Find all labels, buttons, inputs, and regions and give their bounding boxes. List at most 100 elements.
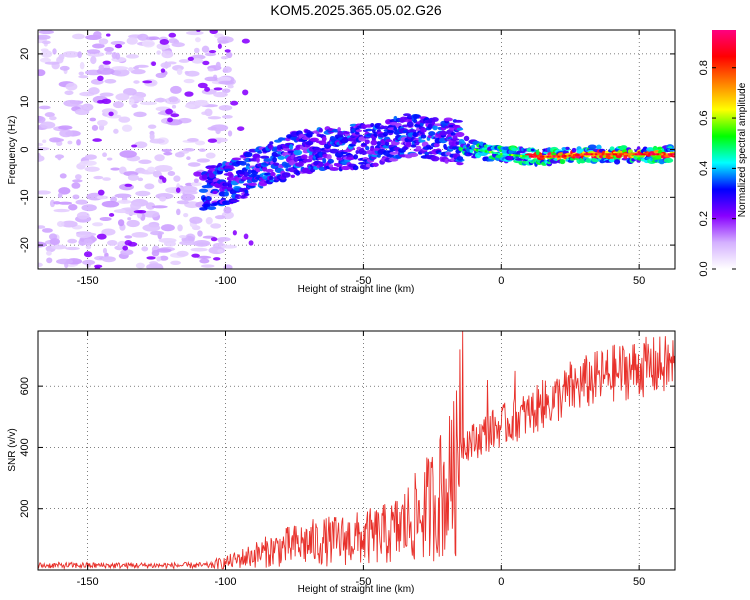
- spectrogram-noise-cell: [56, 258, 74, 265]
- spectrogram-noise-cell: [131, 144, 138, 148]
- spectrogram-ridge-core: [608, 153, 612, 156]
- spectrogram-ridge-core: [612, 153, 616, 156]
- spectrogram-ridge-cell: [301, 154, 308, 160]
- spectrogram-noise-cell: [75, 174, 82, 180]
- spectrogram-noise-cell: [125, 54, 139, 59]
- spectrogram-ridge-cell: [321, 136, 327, 142]
- spectrogram-noise-cell: [117, 199, 132, 204]
- spectrogram-noise-cell: [225, 51, 233, 59]
- spectrogram-noise-cell: [52, 138, 65, 142]
- snr-y-axis-label: SNR (v/v): [7, 428, 18, 471]
- spectrogram-noise-cell: [193, 178, 199, 183]
- spectrogram-ridge-cell: [255, 167, 261, 173]
- spectrogram-noise-cell: [182, 148, 195, 152]
- spectrogram-ridge-core: [500, 153, 504, 156]
- spectrogram-ridge-cell: [376, 123, 382, 126]
- spectrogram-ridge-core: [665, 153, 669, 156]
- spectrogram-noise-cell: [145, 202, 156, 210]
- spectrogram-noise-cell: [49, 116, 57, 121]
- spectrogram-ridge-cell: [427, 146, 434, 150]
- spectrogram-ridge-cell: [365, 146, 370, 151]
- spectrogram-ridge-core: [623, 153, 627, 156]
- spectrogram-noise-cell: [108, 213, 115, 217]
- spectrogram-noise-cell: [168, 96, 179, 103]
- spectrogram-noise-cell: [110, 167, 121, 171]
- spectrogram-ridge-cell: [329, 166, 339, 171]
- spectrogram-noise-cell: [242, 89, 249, 96]
- spectrogram-noise-cell: [156, 248, 172, 253]
- spectrogram-ridge-cell: [654, 155, 663, 160]
- spectrogram-noise-cell: [186, 156, 191, 161]
- spectrogram-noise-cell: [220, 55, 229, 60]
- spectrogram-noise-cell: [130, 201, 142, 210]
- spectrogram-ridge-cell: [412, 131, 418, 137]
- spectrogram-noise-cell: [114, 43, 123, 49]
- spectrogram-ridge-cell: [217, 162, 223, 167]
- spectrogram-noise-cell: [41, 40, 51, 45]
- colorbar-tick-label: 0.2: [698, 211, 710, 226]
- snr-x-ticks: -150 -100 -50 0 50: [77, 331, 645, 588]
- spectrogram-noise-cell: [207, 138, 218, 143]
- spectrogram-noise-cell: [50, 244, 67, 250]
- spectrogram-ridge-cell: [369, 147, 375, 152]
- spectrogram-noise-cell: [44, 61, 60, 65]
- spectrogram-ridge-core: [495, 152, 499, 155]
- snr-series-line: [37, 330, 676, 571]
- spectrogram-ridge-core: [603, 153, 607, 156]
- spectrogram-ridge-cell: [524, 157, 532, 160]
- spectrogram-noise-cell: [227, 130, 233, 137]
- spectrogram-noise-cell: [110, 40, 126, 46]
- spectrogram-noise-cell: [142, 210, 160, 218]
- spectrogram-ridge-core: [528, 155, 532, 158]
- spectrogram-noise-cell: [201, 45, 210, 53]
- spectrogram-ridge-cell: [365, 128, 373, 132]
- spectrogram-ridge-cell: [431, 117, 439, 122]
- spectrogram-noise-cell: [198, 148, 207, 152]
- spectrogram-noise-cell: [90, 56, 97, 65]
- spectrogram-noise-cell: [210, 223, 222, 229]
- spectrogram-ridge-cell: [402, 130, 408, 133]
- spectrogram-ridge-cell: [265, 168, 274, 173]
- spectrogram-noise-cell: [151, 249, 160, 257]
- spectrogram-noise-cell: [161, 50, 174, 59]
- spectrogram-noise-cell: [215, 128, 221, 135]
- spectrogram-noise-cell: [230, 100, 239, 106]
- spectrogram-noise-cell: [96, 233, 107, 240]
- spectrogram-noise-cell: [180, 193, 196, 201]
- spectrogram-ridge-core: [544, 155, 548, 158]
- spectrogram-ridge-cell: [535, 149, 540, 156]
- spectrogram-noise-cell: [156, 50, 161, 55]
- spectrogram-ridge-cell: [657, 146, 664, 150]
- spectrogram-ridge-core: [597, 153, 601, 156]
- spectrogram-noise-cell: [243, 233, 249, 240]
- spectrogram-noise-cell: [151, 61, 157, 66]
- spectrogram-noise-cell: [221, 114, 233, 119]
- spectrogram-noise-cell: [223, 206, 232, 214]
- spectrogram-noise-cell: [189, 216, 203, 224]
- spectrogram-noise-cell: [159, 39, 170, 45]
- spectrogram-noise-cell: [120, 249, 134, 256]
- spectrogram-ridge-cell: [244, 189, 249, 195]
- spectrogram-ridge-cell: [408, 152, 419, 158]
- spectrogram-ridge-cell: [221, 186, 229, 189]
- spectrogram-noise-cell: [67, 140, 73, 145]
- spectrogram-noise-cell: [150, 230, 165, 236]
- spectrogram-y-tick-label: 20: [19, 48, 31, 60]
- spectrogram-noise-cell: [39, 121, 56, 129]
- spectrogram-ridge-cell: [608, 158, 616, 163]
- spectrogram-noise-cell: [97, 189, 105, 196]
- spectrogram-ridge-core: [517, 154, 521, 157]
- spectrogram-noise-cell: [133, 210, 143, 214]
- spectrogram-noise-cell: [163, 240, 176, 247]
- spectrogram-noise-cell: [161, 148, 173, 153]
- spectrogram-noise-cell: [159, 196, 167, 202]
- spectrogram-noise-cell: [142, 224, 161, 232]
- spectrogram-ridge-core: [537, 155, 541, 158]
- spectrogram-noise-cell: [56, 220, 65, 227]
- spectrogram-noise-cell: [98, 38, 109, 45]
- spectrogram-ridge-core: [590, 153, 594, 156]
- spectrogram-noise-cell: [142, 39, 155, 48]
- snr-x-tick-label: 0: [498, 576, 504, 588]
- spectrogram-noise-cell: [133, 66, 139, 70]
- spectrogram-ridge-core: [588, 153, 592, 156]
